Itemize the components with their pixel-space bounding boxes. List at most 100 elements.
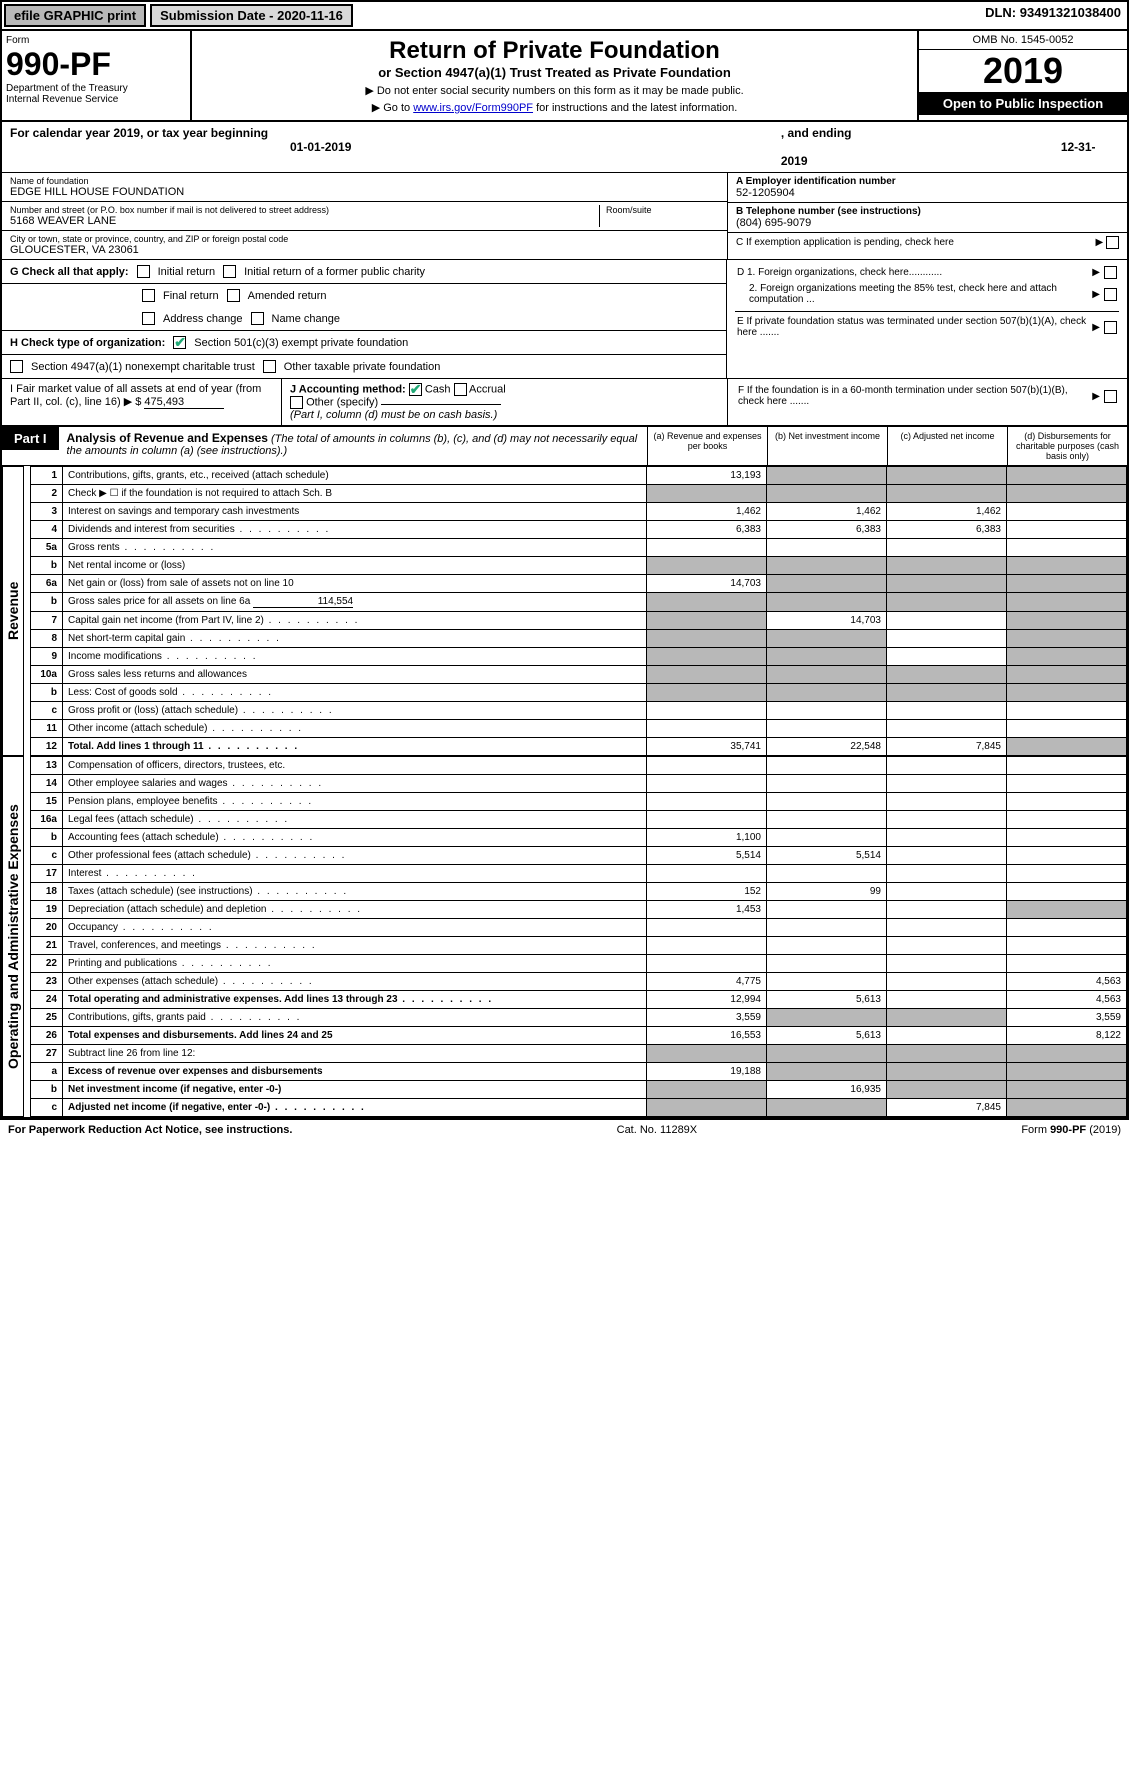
- ij-row: I Fair market value of all assets at end…: [2, 378, 1127, 425]
- g-initial-public[interactable]: [223, 265, 236, 278]
- table-row: bLess: Cost of goods sold: [31, 684, 1127, 702]
- f-checkbox[interactable]: [1104, 390, 1117, 403]
- table-row: 7Capital gain net income (from Part IV, …: [31, 612, 1127, 630]
- part1-header: Part I Analysis of Revenue and Expenses …: [2, 425, 1127, 466]
- j-note: (Part I, column (d) must be on cash basi…: [290, 409, 497, 421]
- calendar-year-row: For calendar year 2019, or tax year begi…: [2, 122, 1127, 173]
- address-cell: Number and street (or P.O. box number if…: [2, 202, 727, 231]
- table-row: bAccounting fees (attach schedule)1,100: [31, 829, 1127, 847]
- inst2-pre: ▶ Go to: [372, 102, 413, 114]
- h-row2: Section 4947(a)(1) nonexempt charitable …: [2, 355, 726, 378]
- table-row: bNet rental income or (loss): [31, 557, 1127, 575]
- f-cell: F If the foundation is in a 60-month ter…: [727, 379, 1127, 425]
- irs: Internal Revenue Service: [6, 94, 186, 105]
- top-bar: efile GRAPHIC print Submission Date - 20…: [2, 2, 1127, 31]
- table-row: 14Other employee salaries and wages: [31, 775, 1127, 793]
- foundation-name: EDGE HILL HOUSE FOUNDATION: [10, 186, 719, 198]
- g-o4: Amended return: [248, 290, 327, 302]
- opts-left: G Check all that apply: Initial return I…: [2, 260, 727, 378]
- h-4947[interactable]: [10, 360, 23, 373]
- table-row: 26Total expenses and disbursements. Add …: [31, 1027, 1127, 1045]
- h-other-taxable[interactable]: [263, 360, 276, 373]
- j-o2: Accrual: [469, 383, 506, 395]
- table-row: 4Dividends and interest from securities6…: [31, 521, 1127, 539]
- inst2-post: for instructions and the latest informat…: [533, 102, 737, 114]
- table-row: 27Subtract line 26 from line 12:: [31, 1045, 1127, 1063]
- dln-label: DLN:: [985, 5, 1020, 20]
- form-title: Return of Private Foundation: [198, 37, 911, 65]
- exemption-cell: C If exemption application is pending, c…: [728, 233, 1127, 252]
- tax-year: 2019: [919, 50, 1127, 92]
- phone-cell: B Telephone number (see instructions) (8…: [728, 203, 1127, 233]
- g-addr-change[interactable]: [142, 312, 155, 325]
- table-row: 1Contributions, gifts, grants, etc., rec…: [31, 467, 1127, 485]
- table-row: 23Other expenses (attach schedule)4,7754…: [31, 973, 1127, 991]
- cal-mid: , and ending: [781, 126, 852, 140]
- header-row: Form 990-PF Department of the Treasury I…: [2, 31, 1127, 122]
- table-row: bGross sales price for all assets on lin…: [31, 593, 1127, 612]
- h-o2: Section 4947(a)(1) nonexempt charitable …: [31, 361, 255, 373]
- f-label: F If the foundation is in a 60-month ter…: [738, 385, 1088, 407]
- form-label: Form: [6, 35, 186, 46]
- table-row: 3Interest on savings and temporary cash …: [31, 503, 1127, 521]
- d1-checkbox[interactable]: [1104, 266, 1117, 279]
- e-checkbox[interactable]: [1104, 321, 1117, 334]
- j-accrual[interactable]: [454, 383, 467, 396]
- g-name-change[interactable]: [251, 312, 264, 325]
- h-o1: Section 501(c)(3) exempt private foundat…: [194, 337, 408, 349]
- table-row: bNet investment income (if negative, ent…: [31, 1081, 1127, 1099]
- efile-print-button[interactable]: efile GRAPHIC print: [4, 4, 146, 27]
- g-o3: Final return: [163, 290, 219, 302]
- footer-left: For Paperwork Reduction Act Notice, see …: [8, 1124, 292, 1136]
- g-label: G Check all that apply:: [10, 266, 129, 278]
- g-initial-return[interactable]: [137, 265, 150, 278]
- form-center: Return of Private Foundation or Section …: [192, 31, 917, 120]
- form-right: OMB No. 1545-0052 2019 Open to Public In…: [917, 31, 1127, 120]
- options-grid: G Check all that apply: Initial return I…: [2, 260, 1127, 378]
- col-c-header: (c) Adjusted net income: [887, 427, 1007, 465]
- column-headers: (a) Revenue and expenses per books (b) N…: [647, 427, 1127, 465]
- table-row: 19Depreciation (attach schedule) and dep…: [31, 901, 1127, 919]
- form-left: Form 990-PF Department of the Treasury I…: [2, 31, 192, 120]
- j-other[interactable]: [290, 396, 303, 409]
- h-501c3[interactable]: [173, 336, 186, 349]
- table-row: 24Total operating and administrative exp…: [31, 991, 1127, 1009]
- form990pf-link[interactable]: www.irs.gov/Form990PF: [413, 102, 533, 114]
- c-checkbox[interactable]: [1106, 236, 1119, 249]
- e-row: E If private foundation status was termi…: [735, 311, 1119, 340]
- g-o5: Address change: [163, 313, 243, 325]
- name-label: Name of foundation: [10, 176, 719, 186]
- dept-treasury: Department of the Treasury: [6, 83, 186, 94]
- d2-row: 2. Foreign organizations meeting the 85%…: [735, 281, 1119, 307]
- g-row: G Check all that apply: Initial return I…: [2, 260, 726, 284]
- g-final[interactable]: [142, 289, 155, 302]
- revenue-section: Revenue 1Contributions, gifts, grants, e…: [2, 466, 1127, 756]
- table-row: 5aGross rents: [31, 539, 1127, 557]
- form-subtitle: or Section 4947(a)(1) Trust Treated as P…: [198, 65, 911, 80]
- table-row: 11Other income (attach schedule): [31, 720, 1127, 738]
- dln: DLN: 93491321038400: [979, 2, 1127, 29]
- dln-value: 93491321038400: [1020, 5, 1121, 20]
- d2-checkbox[interactable]: [1104, 288, 1117, 301]
- form-container: efile GRAPHIC print Submission Date - 20…: [0, 0, 1129, 1119]
- footer-mid: Cat. No. 11289X: [617, 1124, 698, 1136]
- col-b-header: (b) Net investment income: [767, 427, 887, 465]
- j-other-line: [381, 404, 501, 405]
- j-label: J Accounting method:: [290, 383, 406, 395]
- table-row: 13Compensation of officers, directors, t…: [31, 757, 1127, 775]
- table-row: 9Income modifications: [31, 648, 1127, 666]
- table-row: 2Check ▶ ☐ if the foundation is not requ…: [31, 485, 1127, 503]
- expenses-table: 13Compensation of officers, directors, t…: [30, 756, 1127, 1117]
- j-cell: J Accounting method: Cash Accrual Other …: [282, 379, 727, 425]
- col-d-header: (d) Disbursements for charitable purpose…: [1007, 427, 1127, 465]
- info-left: Name of foundation EDGE HILL HOUSE FOUND…: [2, 173, 727, 259]
- g-amended[interactable]: [227, 289, 240, 302]
- cal-end: 12-31-2019: [781, 140, 1096, 168]
- g-o1: Initial return: [158, 266, 215, 278]
- j-cash[interactable]: [409, 383, 422, 396]
- i-cell: I Fair market value of all assets at end…: [2, 379, 282, 425]
- part1-label: Part I: [2, 427, 59, 450]
- submission-date-button[interactable]: Submission Date - 2020-11-16: [150, 4, 353, 27]
- table-row: 6aNet gain or (loss) from sale of assets…: [31, 575, 1127, 593]
- table-row: 12Total. Add lines 1 through 1135,74122,…: [31, 738, 1127, 756]
